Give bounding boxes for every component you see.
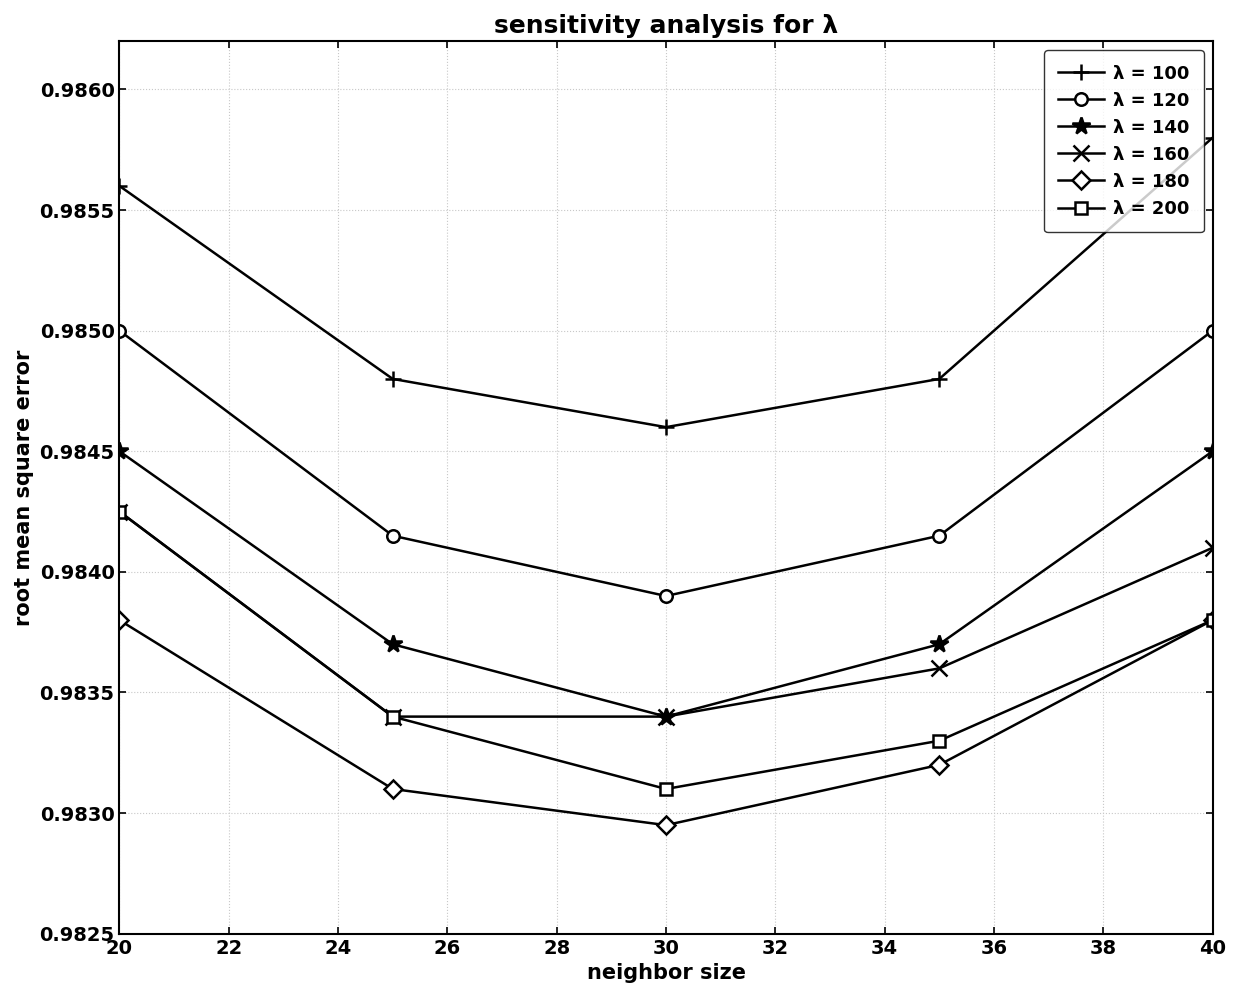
λ = 180 xyxy=(658,820,673,831)
λ = 120 xyxy=(386,529,401,541)
λ = 180 xyxy=(112,614,126,626)
λ = 140 xyxy=(112,446,126,458)
Line: λ = 100: λ = 100 xyxy=(112,130,1221,436)
Line: λ = 200: λ = 200 xyxy=(114,506,1218,795)
λ = 160 xyxy=(386,711,401,723)
λ = 160 xyxy=(658,711,673,723)
Legend: λ = 100, λ = 120, λ = 140, λ = 160, λ = 180, λ = 200: λ = 100, λ = 120, λ = 140, λ = 160, λ = … xyxy=(1044,50,1204,232)
λ = 180 xyxy=(1205,614,1220,626)
λ = 100 xyxy=(386,373,401,385)
Line: λ = 140: λ = 140 xyxy=(110,443,1221,726)
Y-axis label: root mean square error: root mean square error xyxy=(14,349,33,626)
Line: λ = 160: λ = 160 xyxy=(112,503,1220,724)
λ = 160 xyxy=(112,505,126,517)
λ = 160 xyxy=(932,662,947,674)
λ = 120 xyxy=(1205,325,1220,337)
λ = 100 xyxy=(932,373,947,385)
λ = 100 xyxy=(658,421,673,433)
λ = 120 xyxy=(112,325,126,337)
λ = 140 xyxy=(932,638,947,650)
Line: λ = 180: λ = 180 xyxy=(113,614,1219,831)
λ = 180 xyxy=(386,783,401,795)
λ = 200 xyxy=(112,505,126,517)
λ = 140 xyxy=(386,638,401,650)
λ = 200 xyxy=(1205,614,1220,626)
λ = 120 xyxy=(932,529,947,541)
λ = 200 xyxy=(658,783,673,795)
λ = 200 xyxy=(386,711,401,723)
λ = 140 xyxy=(1205,446,1220,458)
X-axis label: neighbor size: neighbor size xyxy=(587,963,745,983)
λ = 200 xyxy=(932,735,947,747)
Line: λ = 120: λ = 120 xyxy=(113,324,1219,602)
λ = 180 xyxy=(932,759,947,771)
λ = 120 xyxy=(658,590,673,602)
λ = 160 xyxy=(1205,541,1220,553)
λ = 140 xyxy=(658,711,673,723)
λ = 100 xyxy=(112,180,126,192)
λ = 100 xyxy=(1205,132,1220,144)
Title: sensitivity analysis for λ: sensitivity analysis for λ xyxy=(494,14,838,38)
